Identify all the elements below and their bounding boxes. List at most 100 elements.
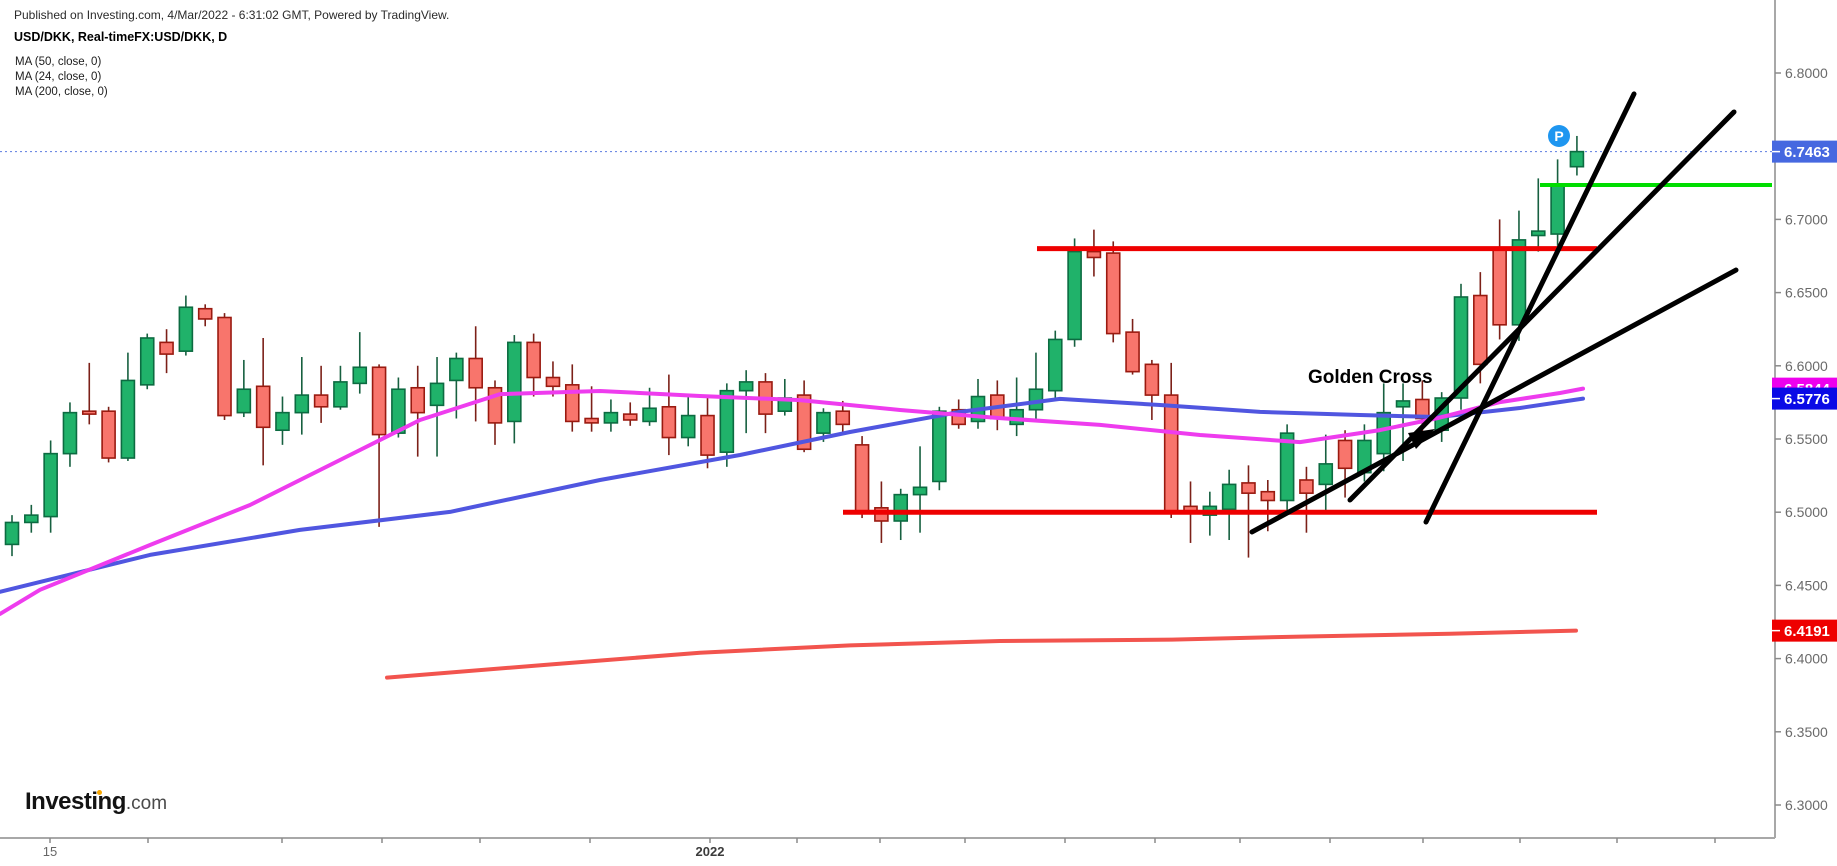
- candlestick: [564, 364, 580, 432]
- candle-body-down: [1163, 394, 1179, 513]
- logo-orange-dot-icon: [97, 790, 102, 795]
- candle-body-down: [700, 414, 715, 456]
- y-tick-label: 6.3500: [1785, 724, 1828, 740]
- candle-body-up: [429, 382, 445, 407]
- candle-body-down: [1241, 482, 1256, 494]
- candlestick: [101, 406, 116, 463]
- candle-body-down: [796, 394, 812, 451]
- candle-body-up: [1279, 432, 1295, 502]
- candlestick: [1550, 159, 1565, 246]
- logo-brand-text: Investing: [25, 788, 126, 815]
- candlestick: [139, 333, 155, 390]
- candlestick: [487, 380, 503, 445]
- candlestick: [584, 386, 599, 432]
- ma-line-ma-50[interactable]: [0, 396, 1585, 594]
- candle-body-up: [120, 379, 136, 459]
- y-tick-label: 6.4500: [1785, 577, 1828, 593]
- candlestick: [410, 365, 426, 457]
- y-tick-label: 6.6000: [1785, 358, 1828, 374]
- y-tick-label: 6.8000: [1785, 65, 1828, 81]
- candlestick: [1337, 430, 1353, 498]
- price-badge: 6.7463: [1772, 140, 1837, 163]
- candlestick: [1511, 210, 1527, 341]
- y-tick-label: 6.5500: [1785, 431, 1828, 447]
- candlestick: [603, 399, 619, 432]
- candlestick: [1067, 238, 1082, 347]
- candle-body-down: [1105, 252, 1121, 335]
- y-tick-label: 6.4000: [1785, 651, 1828, 667]
- candlestick: [1105, 241, 1121, 343]
- candlestick: [719, 383, 735, 467]
- candlestick: [1086, 229, 1102, 277]
- candlestick: [81, 362, 97, 425]
- legend-ma24[interactable]: MA (24, close, 0): [15, 71, 102, 83]
- price-badge: 6.4191: [1772, 619, 1837, 642]
- candle-body-up: [391, 388, 406, 434]
- x-axis-label: 2022: [696, 844, 725, 859]
- candlestick: [1221, 469, 1237, 541]
- investing-logo[interactable]: Investing.com: [25, 788, 167, 816]
- candle-body-down: [313, 394, 329, 408]
- rising-arrow-line[interactable]: [1249, 267, 1739, 535]
- candle-body-down: [410, 386, 426, 414]
- legend-ma200[interactable]: MA (200, close, 0): [15, 86, 108, 98]
- legend-ma50[interactable]: MA (50, close, 0): [15, 56, 102, 68]
- candle-body-down: [101, 410, 116, 459]
- candle-body-up: [507, 341, 522, 423]
- candle-body-up: [24, 514, 39, 524]
- candle-body-up: [1221, 483, 1237, 511]
- candle-body-down: [1299, 479, 1314, 494]
- candle-body-up: [1047, 338, 1063, 392]
- candle-body-down: [526, 341, 541, 379]
- candlestick: [4, 515, 20, 557]
- y-tick-label: 6.3000: [1785, 797, 1828, 813]
- candlestick: [1492, 219, 1507, 340]
- candle-body-up: [1453, 296, 1469, 399]
- candlestick: [178, 295, 194, 356]
- candle-body-up: [932, 410, 947, 483]
- symbol-title: USD/DKK, Real-timeFX:USD/DKK, D: [14, 30, 228, 44]
- publisher-p-marker-icon[interactable]: [1548, 125, 1570, 147]
- candle-body-up: [719, 389, 735, 453]
- candle-body-up: [236, 388, 252, 414]
- y-tick-label: 6.6500: [1785, 285, 1828, 301]
- price-badge: 6.5776: [1772, 387, 1837, 410]
- candlestick: [429, 357, 445, 457]
- ma-line-ma-24[interactable]: [0, 386, 1585, 616]
- candle-body-up: [4, 521, 20, 546]
- candle-body-up: [1067, 250, 1082, 341]
- candlestick: [738, 370, 754, 434]
- candlestick: [526, 333, 541, 397]
- candle-body-down: [217, 316, 232, 417]
- candle-body-down: [371, 366, 387, 436]
- steep-trendline[interactable]: [1423, 91, 1637, 525]
- candlestick: [1163, 362, 1179, 519]
- candle-body-down: [1337, 439, 1353, 470]
- candlestick: [275, 396, 290, 445]
- candle-body-down: [159, 341, 174, 355]
- candle-body-up: [139, 337, 155, 386]
- candle-body-down: [255, 385, 271, 429]
- candle-body-up: [893, 493, 909, 522]
- candle-body-down: [468, 357, 483, 389]
- candle-body-down: [584, 417, 599, 424]
- candle-body-down: [197, 307, 213, 320]
- candle-body-down: [1492, 249, 1507, 326]
- candle-body-down: [1086, 250, 1102, 259]
- candlestick: [352, 332, 368, 394]
- candlestick: [932, 406, 947, 491]
- candle-body-up: [912, 486, 928, 496]
- candlestick: [1530, 178, 1546, 252]
- candlestick: [1318, 434, 1334, 514]
- candlestick: [680, 396, 696, 447]
- candle-body-up: [642, 407, 657, 423]
- candle-body-up: [603, 411, 619, 424]
- price-badge-label: 6.5776: [1784, 391, 1830, 408]
- middle-trendline[interactable]: [1347, 109, 1737, 503]
- ma-line-ma-200[interactable]: [385, 628, 1578, 680]
- candle-body-up: [449, 357, 464, 382]
- candle-body-up: [352, 366, 368, 385]
- candle-body-up: [1569, 150, 1585, 168]
